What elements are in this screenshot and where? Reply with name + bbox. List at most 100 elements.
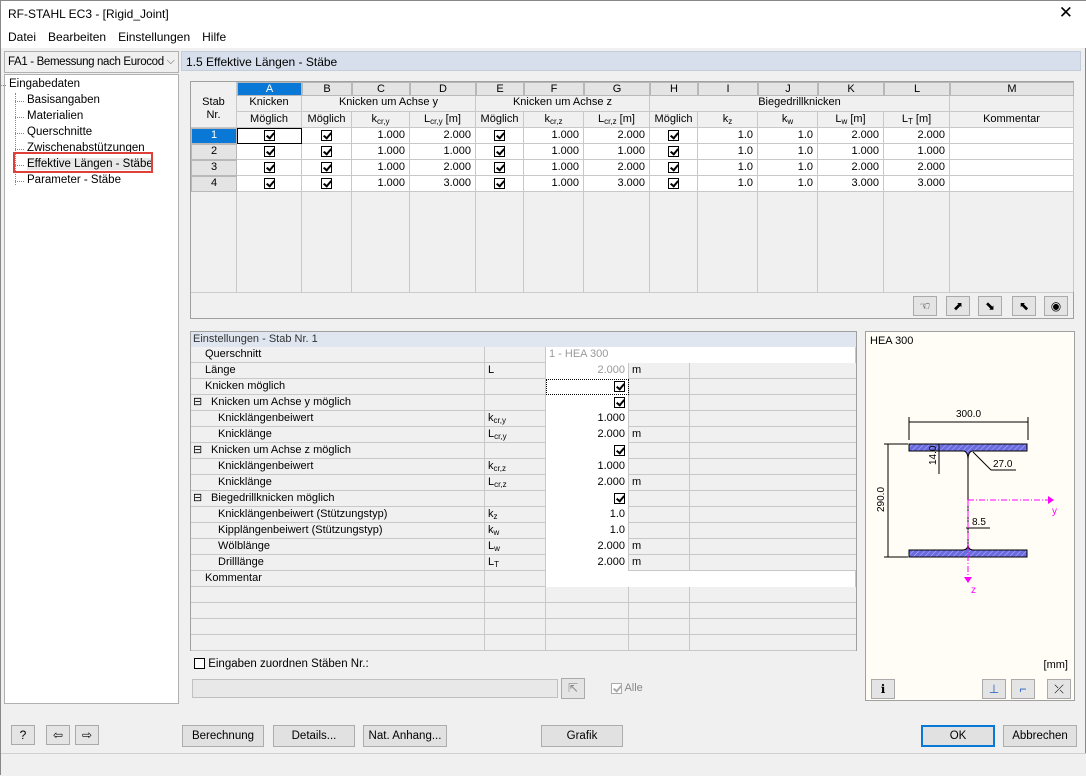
- table-cell[interactable]: 1.000: [410, 144, 476, 160]
- row-number[interactable]: 1: [191, 128, 237, 144]
- next-icon[interactable]: ⇨: [75, 725, 99, 745]
- tree-item-zwischenabstuetzungen[interactable]: Zwischenabstützungen: [15, 142, 145, 154]
- graphic-button[interactable]: Grafik: [541, 725, 623, 747]
- table-cell[interactable]: 1.0: [698, 176, 758, 192]
- setting-value[interactable]: 2.000: [546, 475, 629, 491]
- table-cell[interactable]: 3.000: [410, 176, 476, 192]
- dimensions-icon[interactable]: ⊥: [982, 679, 1006, 699]
- checkbox[interactable]: [494, 129, 505, 141]
- table-cell[interactable]: 3.000: [584, 176, 650, 192]
- table-cell[interactable]: 1.000: [884, 144, 950, 160]
- table-cell[interactable]: 2.000: [818, 128, 884, 144]
- table-cell[interactable]: 1.000: [524, 128, 584, 144]
- info-icon[interactable]: ℹ: [871, 679, 895, 699]
- table-cell[interactable]: 2.000: [410, 128, 476, 144]
- calculation-button[interactable]: Berechnung: [182, 725, 264, 747]
- table-cell[interactable]: 1.000: [352, 128, 410, 144]
- table-cell[interactable]: 2.000: [884, 160, 950, 176]
- table-cell[interactable]: [237, 160, 302, 176]
- column-letter-F[interactable]: F: [524, 82, 584, 96]
- table-cell[interactable]: [950, 176, 1074, 192]
- menu-datei[interactable]: Datei: [8, 30, 37, 44]
- column-letter-G[interactable]: G: [584, 82, 650, 96]
- setting-value[interactable]: 1.0: [546, 507, 629, 523]
- national-annex-button[interactable]: Nat. Anhang...: [363, 725, 447, 747]
- tree-item-parameter[interactable]: Parameter - Stäbe: [15, 174, 121, 186]
- case-select[interactable]: FA1 - Bemessung nach Eurocod ⌵: [4, 51, 179, 73]
- column-letter-B[interactable]: B: [302, 82, 352, 96]
- checkbox[interactable]: [668, 145, 679, 157]
- table-cell[interactable]: 1.000: [584, 144, 650, 160]
- table-cell[interactable]: [476, 176, 524, 192]
- details-button[interactable]: Details...: [273, 725, 355, 747]
- select-members-button[interactable]: ⇱: [561, 678, 585, 699]
- menu-hilfe[interactable]: Hilfe: [202, 30, 227, 44]
- column-letter-L[interactable]: L: [884, 82, 950, 96]
- table-cell[interactable]: 1.000: [352, 176, 410, 192]
- checkbox[interactable]: [614, 380, 625, 392]
- setting-value[interactable]: [546, 379, 629, 395]
- table-cell[interactable]: [476, 144, 524, 160]
- table-cell[interactable]: [302, 160, 352, 176]
- table-cell[interactable]: 1.000: [524, 176, 584, 192]
- tree-item-basisangaben[interactable]: Basisangaben: [15, 94, 100, 106]
- table-cell[interactable]: [950, 128, 1074, 144]
- collapse-icon[interactable]: ⊟: [193, 492, 203, 504]
- menu-einstellungen[interactable]: Einstellungen: [118, 30, 191, 44]
- column-letter-M[interactable]: M: [950, 82, 1074, 96]
- setting-value[interactable]: 1 - HEA 300: [546, 347, 856, 363]
- hand-pointer-icon[interactable]: ☜: [913, 296, 937, 316]
- table-cell[interactable]: 1.0: [758, 176, 818, 192]
- close-icon[interactable]: ✕: [1058, 3, 1073, 22]
- checkbox[interactable]: [614, 444, 625, 456]
- column-letter-H[interactable]: H: [650, 82, 698, 96]
- table-cell[interactable]: 2.000: [584, 160, 650, 176]
- setting-value[interactable]: 1.0: [546, 523, 629, 539]
- tree-item-materialien[interactable]: Materialien: [14, 110, 84, 122]
- column-letter-J[interactable]: J: [758, 82, 818, 96]
- checkbox[interactable]: [494, 145, 505, 157]
- column-letter-E[interactable]: E: [476, 82, 524, 96]
- table-cell[interactable]: 1.0: [698, 144, 758, 160]
- tree-root[interactable]: Eingabedaten: [0, 78, 80, 90]
- row-number[interactable]: 4: [191, 176, 237, 192]
- checkbox[interactable]: [668, 177, 679, 189]
- view-icon[interactable]: ◉: [1044, 296, 1068, 316]
- reset-view-icon[interactable]: ⤫: [1047, 679, 1071, 699]
- checkbox[interactable]: [494, 177, 505, 189]
- assign-members-input[interactable]: [192, 679, 558, 698]
- setting-value[interactable]: [546, 491, 629, 507]
- table-cell[interactable]: 1.0: [758, 144, 818, 160]
- checkbox[interactable]: [321, 177, 332, 189]
- column-letter-C[interactable]: C: [352, 82, 410, 96]
- table-cell[interactable]: 1.0: [758, 160, 818, 176]
- table-cell[interactable]: 1.0: [758, 128, 818, 144]
- checkbox[interactable]: [263, 177, 275, 189]
- table-cell[interactable]: 1.000: [524, 160, 584, 176]
- table-cell[interactable]: 2.000: [584, 128, 650, 144]
- cancel-button[interactable]: Abbrechen: [1003, 725, 1077, 747]
- table-cell[interactable]: [476, 160, 524, 176]
- table-cell[interactable]: [476, 128, 524, 144]
- column-letter-D[interactable]: D: [410, 82, 476, 96]
- checkbox[interactable]: [194, 658, 205, 670]
- checkbox[interactable]: [263, 145, 275, 157]
- table-cell[interactable]: 2.000: [410, 160, 476, 176]
- table-cell[interactable]: [950, 160, 1074, 176]
- select-member-icon[interactable]: ⬉: [1012, 296, 1036, 316]
- table-cell[interactable]: [237, 128, 302, 144]
- table-cell[interactable]: [302, 128, 352, 144]
- help-icon[interactable]: ?: [11, 725, 35, 745]
- setting-value[interactable]: 2.000: [546, 539, 629, 555]
- table-cell[interactable]: 1.000: [524, 144, 584, 160]
- table-cell[interactable]: 1.000: [352, 160, 410, 176]
- table-cell[interactable]: [650, 176, 698, 192]
- table-cell[interactable]: [650, 160, 698, 176]
- menu-bearbeiten[interactable]: Bearbeiten: [48, 30, 107, 44]
- ok-button[interactable]: OK: [921, 725, 995, 747]
- table-cell[interactable]: 2.000: [818, 160, 884, 176]
- setting-value[interactable]: [546, 443, 629, 459]
- checkbox[interactable]: [614, 492, 625, 504]
- tree-item-querschnitte[interactable]: Querschnitte: [14, 126, 93, 138]
- setting-value[interactable]: [546, 571, 856, 587]
